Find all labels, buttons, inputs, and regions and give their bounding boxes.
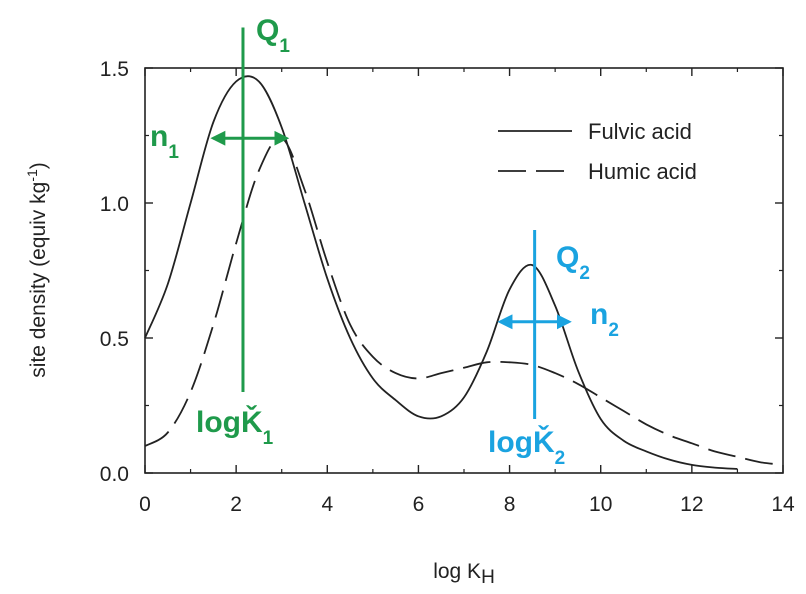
peak2-annotation: Q2 n2 logǨ2 [488,230,619,469]
peak2-q-label: Q2 [556,241,590,284]
x-tick-label: 0 [139,493,151,516]
peak1-n-label: n1 [150,120,179,163]
x-tick-label: 12 [680,493,703,516]
peak2-n-label: n2 [590,298,619,341]
legend: Fulvic acid Humic acid [498,119,697,184]
x-tick-label: 2 [230,493,242,516]
y-tick-label: 1.5 [100,58,129,81]
peak2-logk-label: logǨ2 [488,425,565,469]
peak1-annotation: Q1 n1 logǨ1 [150,14,290,449]
y-tick-label: 0.5 [100,328,129,351]
y-tick-label: 0.0 [100,463,129,486]
y-tick-label: 1.0 [100,193,129,216]
axis-ticks [144,67,784,474]
y-tick-labels: 0.0 0.5 1.0 1.5 [100,58,129,486]
x-axis-label: log KH [433,560,495,588]
x-tick-label: 8 [504,493,516,516]
y-axis-label: site density (equiv kg-1) [24,162,50,378]
x-tick-label: 6 [413,493,425,516]
series-line-humic-acid [144,137,784,466]
x-tick-label: 4 [321,493,333,516]
x-tick-label: 14 [771,493,795,516]
series-line-fulvic-acid [144,75,738,470]
peak1-q-label: Q1 [256,14,290,57]
legend-label-fulvic-acid: Fulvic acid [588,119,692,144]
x-tick-labels: 0 2 4 6 8 10 12 14 [139,493,795,516]
legend-label-humic-acid: Humic acid [588,159,697,184]
x-tick-label: 10 [589,493,612,516]
peak1-logk-label: logǨ1 [196,405,274,449]
